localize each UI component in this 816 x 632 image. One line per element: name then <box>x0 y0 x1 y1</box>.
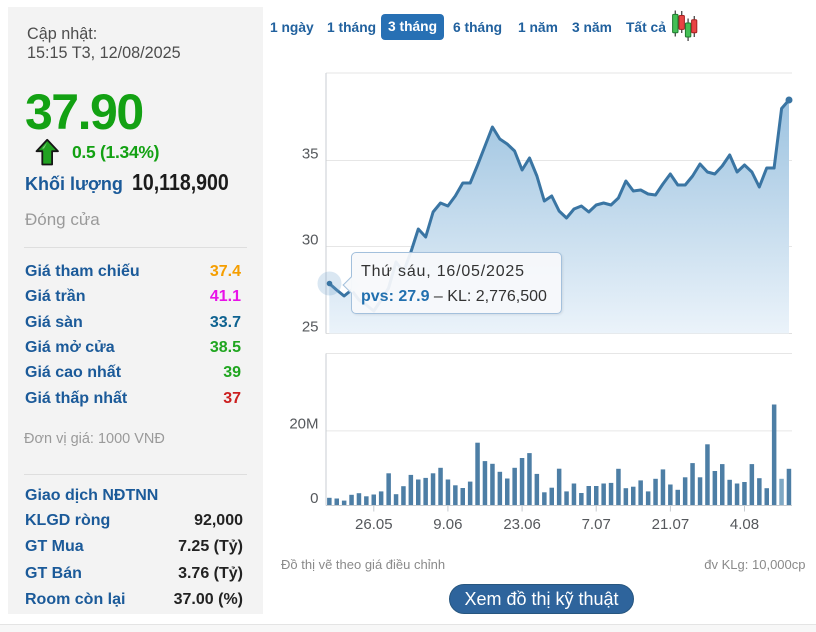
svg-text:30: 30 <box>302 232 319 249</box>
svg-text:35: 35 <box>302 146 319 163</box>
svg-text:4.08: 4.08 <box>730 516 759 533</box>
svg-text:9.06: 9.06 <box>433 516 462 533</box>
svg-text:7.07: 7.07 <box>582 516 611 533</box>
svg-text:21.07: 21.07 <box>652 516 690 533</box>
svg-text:20M: 20M <box>289 415 318 432</box>
svg-text:26.05: 26.05 <box>355 516 393 533</box>
svg-text:25: 25 <box>302 319 319 336</box>
svg-text:0: 0 <box>310 490 318 507</box>
svg-text:23.06: 23.06 <box>503 516 541 533</box>
